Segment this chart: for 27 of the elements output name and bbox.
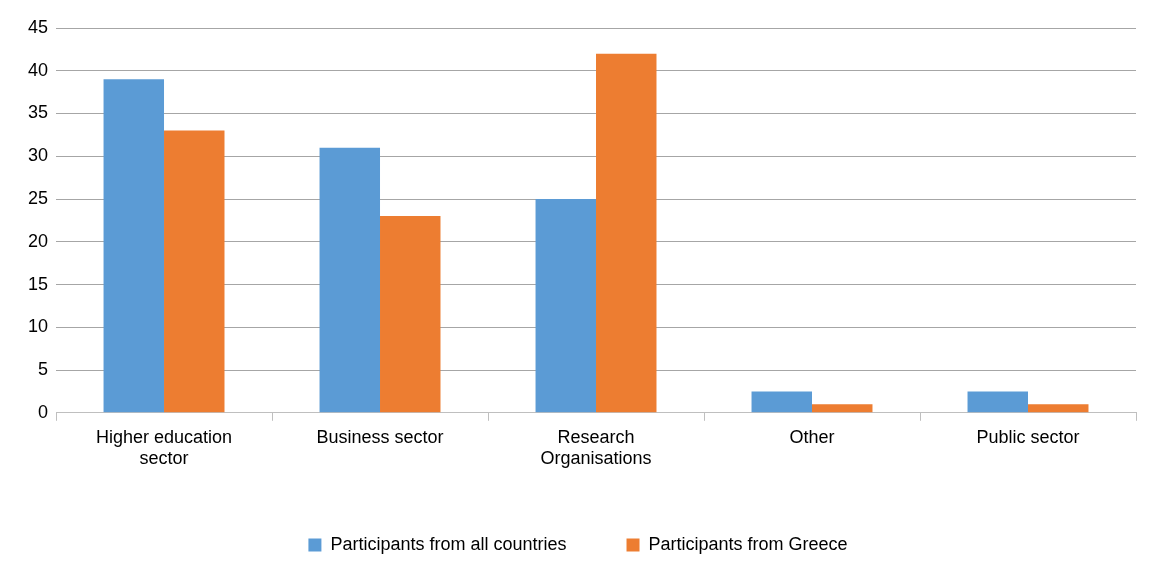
legend-label: Participants from all countries — [330, 533, 567, 554]
x-tick-label: Public sector — [976, 426, 1080, 447]
bar — [103, 79, 165, 413]
y-tick-label: 0 — [38, 401, 49, 422]
bar — [751, 391, 813, 413]
y-tick-label: 25 — [27, 187, 49, 208]
x-tick-label: Higher education sector — [95, 426, 233, 469]
x-tick-label: Research Organisations — [540, 426, 652, 469]
bar — [596, 53, 657, 413]
y-tick-label: 20 — [27, 230, 49, 251]
y-tick-label: 15 — [27, 273, 49, 294]
y-tick-label: 45 — [27, 16, 49, 37]
y-tick-label: 10 — [27, 316, 49, 337]
y-tick-label: 40 — [27, 59, 49, 80]
bar — [812, 404, 873, 413]
bar — [380, 216, 441, 413]
x-tick-label: Other — [789, 426, 835, 447]
bar — [967, 391, 1028, 413]
y-tick-label: 30 — [27, 145, 49, 166]
bar — [164, 130, 225, 413]
bar — [535, 199, 597, 413]
y-tick-label: 35 — [27, 102, 49, 123]
bar — [1028, 404, 1089, 413]
legend-label: Participants from Greece — [648, 533, 848, 554]
bar — [319, 147, 381, 413]
y-tick-label: 5 — [38, 359, 49, 380]
x-tick-label: Business sector — [316, 426, 444, 447]
